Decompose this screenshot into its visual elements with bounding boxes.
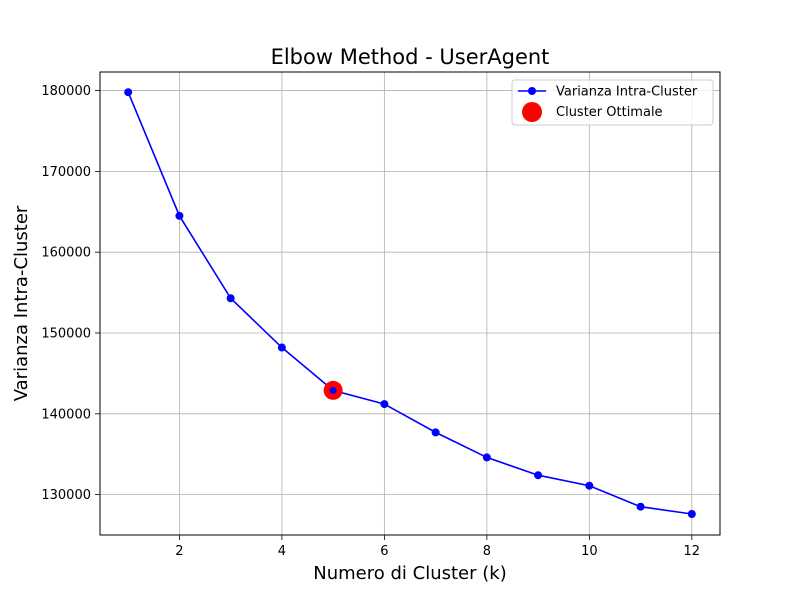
legend: Varianza Intra-Cluster Cluster Ottimale [511,79,714,126]
plot-frame [99,71,721,536]
x-tick-label: 10 [581,544,598,559]
x-tick-label: 12 [684,544,701,559]
y-tick-label: 150000 [41,326,91,341]
data-point [277,343,286,352]
data-point [585,481,594,490]
y-tick-label: 140000 [41,407,91,422]
y-axis-ticks: 130000 140000 150000 160000 170000 180000 [41,84,100,503]
x-axis-ticks: 2 4 6 8 10 12 [175,535,700,559]
legend-label-optimal: Cluster Ottimale [556,105,663,120]
data-point [124,88,133,97]
x-tick-label: 2 [175,544,183,559]
x-tick-label: 4 [278,544,286,559]
x-tick-label: 8 [483,544,491,559]
data-point [636,502,645,511]
optimal-point-overlay [329,386,337,394]
legend-marker-sample [528,87,536,95]
data-point [534,471,543,480]
y-tick-label: 130000 [41,488,91,503]
data-point [175,211,184,220]
y-tick-label: 170000 [41,165,91,180]
data-point [687,509,696,518]
data-point [482,453,491,462]
y-axis-title: Varianza Intra-Cluster [11,205,32,401]
legend-optimal-marker [522,102,542,122]
series-line [127,91,692,515]
data-point [431,428,440,437]
legend-label-variance: Varianza Intra-Cluster [556,85,698,100]
x-tick-label: 6 [380,544,388,559]
legend-box [511,79,714,126]
data-point [380,400,389,409]
x-axis-title: Numero di Cluster (k) [313,563,506,584]
grid [100,72,720,535]
chart-title: Elbow Method - UserAgent [271,45,550,69]
data-point [226,294,235,303]
y-tick-label: 180000 [41,84,91,99]
series-layer [124,88,696,518]
y-tick-label: 160000 [41,246,91,261]
